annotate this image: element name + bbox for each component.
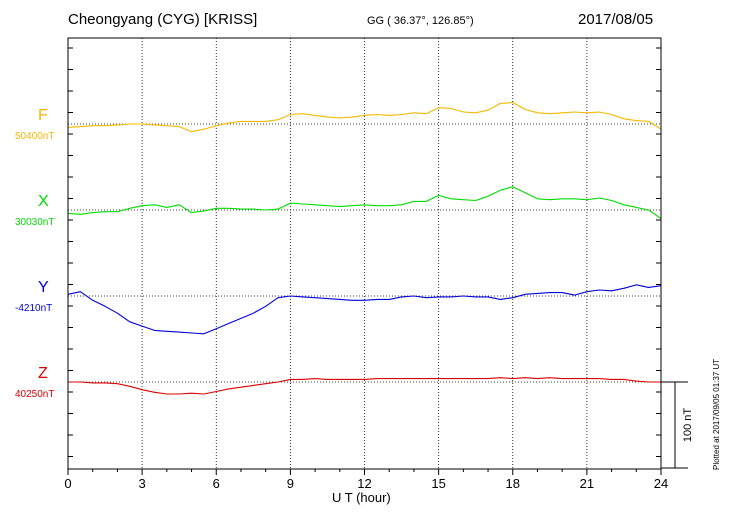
x-tick-label: 9 [287,476,294,491]
grid-layer [68,38,661,469]
series-line-z [68,377,661,395]
x-tick-label: 18 [506,476,520,491]
x-tick-label: 0 [64,476,71,491]
x-tick-label: 3 [139,476,146,491]
baseline-label-y: -4210nT [15,303,53,314]
series-line-y [67,284,662,335]
station-title: Cheongyang (CYG) [KRISS] [68,11,258,28]
scale-bar: 100 nT [661,381,694,469]
component-label-x: X [38,193,49,210]
series-line-x [67,186,662,220]
x-axis-label: U T (hour) [332,490,391,505]
component-label-f: F [38,107,48,124]
baseline-label-x: 30030nT [15,217,55,228]
baseline-label-z: 40250nT [15,389,55,400]
scale-bar-label: 100 nT [682,408,694,443]
x-tick-label: 6 [213,476,220,491]
x-tick-label: 24 [654,476,668,491]
component-label-z: Z [38,365,48,382]
tick-layer: 0 3 6 9 12 15 18 21 24 [64,47,668,491]
plotted-timestamp: Plotted at 2017/09/05 01:37 UT [712,358,721,470]
series-line-f [67,101,662,133]
x-tick-label: 21 [580,476,594,491]
station-coordinates: GG ( 36.37°, 126.85°) [367,15,474,27]
chart-date: 2017/08/05 [578,11,654,28]
x-tick-label: 15 [431,476,445,491]
x-tick-label: 12 [357,476,371,491]
series-layer [67,101,662,395]
component-label-y: Y [38,279,49,296]
baseline-label-f: 50400nT [15,131,55,142]
